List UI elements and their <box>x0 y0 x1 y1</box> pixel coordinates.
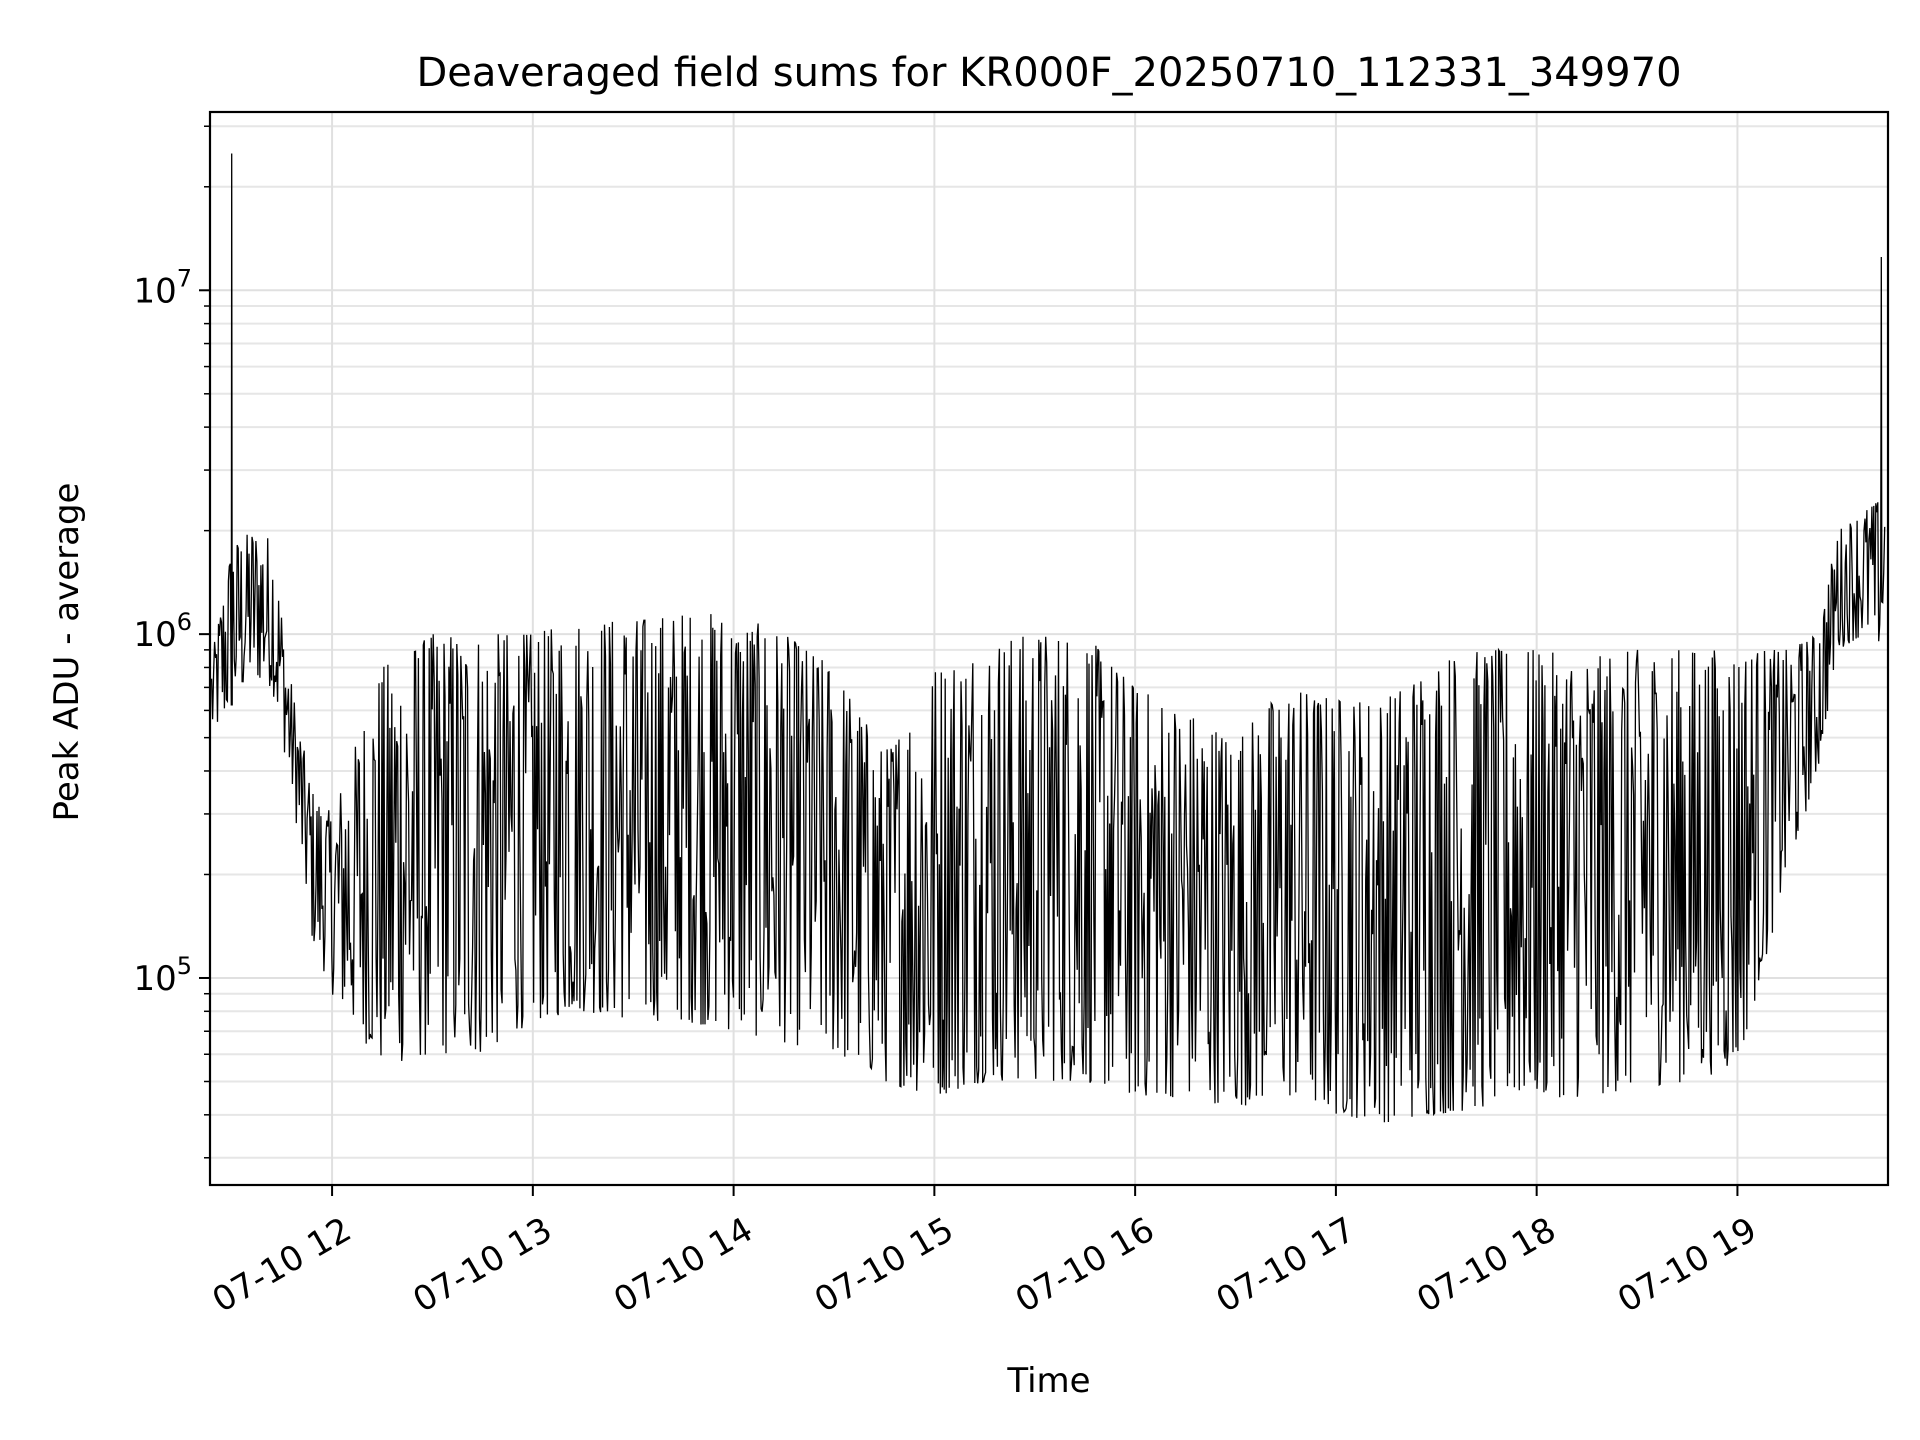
y-axis-label: Peak ADU - average <box>47 483 87 822</box>
y-tick-label: 105 <box>133 952 192 999</box>
grid <box>210 112 1888 1185</box>
plot-area <box>210 153 1886 1123</box>
y-tick-label: 107 <box>133 264 192 311</box>
series-line <box>210 153 1886 1123</box>
plot-frame <box>208 110 1890 1187</box>
y-tick-label: 106 <box>133 608 192 655</box>
x-axis-label: Time <box>1006 1361 1090 1401</box>
chart-title: Deaveraged field sums for KR000F_2025071… <box>416 50 1681 96</box>
